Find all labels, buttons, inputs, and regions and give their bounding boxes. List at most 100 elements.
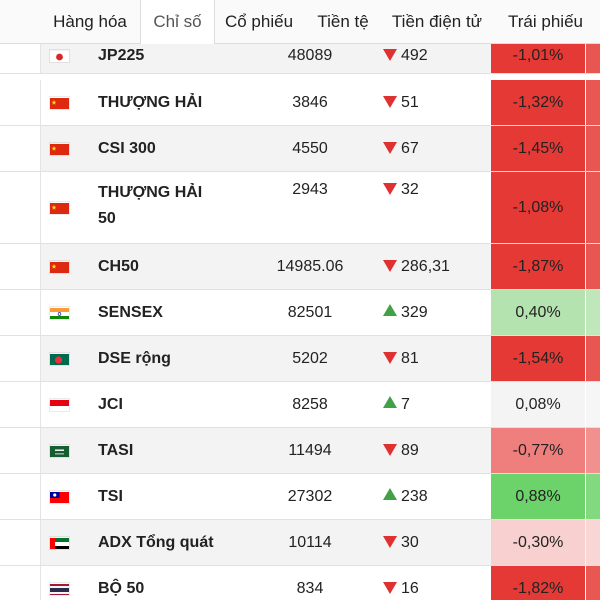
price-change: 30 <box>383 533 419 553</box>
last-price: 4550 <box>292 140 328 157</box>
percent-change-cell: -1,45% <box>491 126 585 171</box>
index-name[interactable]: TSI <box>98 488 123 505</box>
next-column-edge <box>586 566 600 600</box>
percent-change-cell: 0,08% <box>491 382 585 427</box>
change-value: 16 <box>401 580 419 597</box>
last-price: 48089 <box>287 47 333 64</box>
percent-change-cell: 0,40% <box>491 290 585 335</box>
percent-change-cell: -1,32% <box>491 80 585 125</box>
next-column-edge <box>586 382 600 427</box>
price-change: 16 <box>383 579 419 599</box>
table-row[interactable]: TSI 27302 238 0,88% <box>0 474 600 520</box>
triangle-down-icon <box>383 96 397 108</box>
triangle-up-icon <box>383 396 397 408</box>
index-name[interactable]: JCI <box>98 396 123 413</box>
triangle-down-icon <box>383 260 397 272</box>
china-flag-icon <box>50 202 69 214</box>
index-name[interactable]: JP225 <box>98 47 145 64</box>
change-value: 286,31 <box>401 258 450 275</box>
price-change: 67 <box>383 139 419 159</box>
row-gutter <box>0 428 41 473</box>
uae-flag-icon <box>50 537 69 549</box>
change-value: 32 <box>401 181 419 198</box>
table-row[interactable]: DSE rộng 5202 81 -1,54% <box>0 336 600 382</box>
tab-indices[interactable]: Chỉ số <box>140 0 215 45</box>
table-row[interactable]: SENSEX 82501 329 0,40% <box>0 290 600 336</box>
next-column-edge <box>586 44 600 73</box>
tab-crypto[interactable]: Tiền điện tử <box>391 12 483 31</box>
last-price: 5202 <box>292 350 328 367</box>
last-price: 27302 <box>287 488 333 505</box>
change-value: 89 <box>401 442 419 459</box>
row-gutter <box>0 290 41 335</box>
taiwan-flag-icon <box>50 491 69 503</box>
percent-change-cell: -1,01% <box>491 44 585 73</box>
percent-change-cell: -1,87% <box>491 244 585 289</box>
table-row[interactable]: CSI 300 4550 67 -1,45% <box>0 126 600 172</box>
table-row[interactable]: THƯỢNG HẢI 50 2943 32 -1,08% <box>0 172 600 244</box>
row-gutter <box>0 44 41 73</box>
next-column-edge <box>586 126 600 171</box>
next-column-edge <box>586 172 600 243</box>
china-flag-icon <box>50 97 69 109</box>
tab-bonds[interactable]: Trái phiếu <box>508 12 583 31</box>
triangle-up-icon <box>383 488 397 500</box>
japan-flag-icon <box>50 50 69 62</box>
index-name[interactable]: DSE rộng <box>98 350 171 367</box>
china-flag-icon <box>50 261 69 273</box>
table-row[interactable]: TASI 11494 89 -0,77% <box>0 428 600 474</box>
index-name[interactable]: ADX Tổng quát <box>98 534 214 551</box>
index-name[interactable]: THƯỢNG HẢI <box>98 94 203 111</box>
tab-currencies[interactable]: Tiền tệ <box>317 12 369 31</box>
percent-change-cell: -0,30% <box>491 520 585 565</box>
table-row[interactable]: THƯỢNG HẢI 3846 51 -1,32% <box>0 80 600 126</box>
price-change: 238 <box>383 487 428 507</box>
row-gutter <box>0 566 41 600</box>
row-gutter <box>0 520 41 565</box>
bangladesh-flag-icon <box>50 353 69 365</box>
table-row[interactable]: ADX Tổng quát 10114 30 -0,30% <box>0 520 600 566</box>
change-value: 238 <box>401 488 428 505</box>
price-change: 492 <box>383 46 428 66</box>
row-gutter <box>0 336 41 381</box>
next-column-edge <box>586 290 600 335</box>
next-column-edge <box>586 80 600 125</box>
price-change: 7 <box>383 395 410 415</box>
last-price: 10114 <box>288 534 332 551</box>
price-change: 89 <box>383 441 419 461</box>
indonesia-flag-icon <box>50 399 69 411</box>
table-row[interactable]: BỘ 50 834 16 -1,82% <box>0 566 600 600</box>
change-value: 81 <box>401 350 419 367</box>
tab-commodities[interactable]: Hàng hóa <box>53 12 127 31</box>
row-gutter <box>0 382 41 427</box>
index-name[interactable]: CSI 300 <box>98 140 156 157</box>
tab-stocks[interactable]: Cổ phiếu <box>224 12 294 31</box>
index-name[interactable]: THƯỢNG HẢI 50 <box>98 184 203 227</box>
percent-change-cell: -0,77% <box>491 428 585 473</box>
price-change: 329 <box>383 303 428 323</box>
index-name[interactable]: TASI <box>98 442 134 459</box>
table-row[interactable]: JP225 48089 492 -1,01% <box>0 44 600 74</box>
row-gutter <box>0 474 41 519</box>
next-column-edge <box>586 520 600 565</box>
china-flag-icon <box>50 143 69 155</box>
last-price: 14985.06 <box>276 258 344 275</box>
thailand-flag-icon <box>50 583 69 595</box>
index-name[interactable]: SENSEX <box>98 304 163 321</box>
next-column-edge <box>586 336 600 381</box>
triangle-down-icon <box>383 582 397 594</box>
index-name[interactable]: BỘ 50 <box>98 580 145 597</box>
table-row[interactable]: JCI 8258 7 0,08% <box>0 382 600 428</box>
india-flag-icon <box>50 307 69 319</box>
next-column-edge <box>586 474 600 519</box>
last-price: 11494 <box>288 442 332 459</box>
change-value: 51 <box>401 94 419 111</box>
market-tab-bar: Hàng hóa Chỉ số Cổ phiếu Tiền tệ Tiền đi… <box>0 0 600 45</box>
table-row[interactable]: CH50 14985.06 286,31 -1,87% <box>0 244 600 290</box>
saudi-arabia-flag-icon <box>50 445 69 457</box>
index-name[interactable]: CH50 <box>98 258 139 275</box>
row-gutter <box>0 244 41 289</box>
price-change: 81 <box>383 349 419 369</box>
triangle-down-icon <box>383 444 397 456</box>
indices-table: JP225 48089 492 -1,01% THƯỢNG HẢI 3846 51 -1,32… <box>0 44 600 600</box>
